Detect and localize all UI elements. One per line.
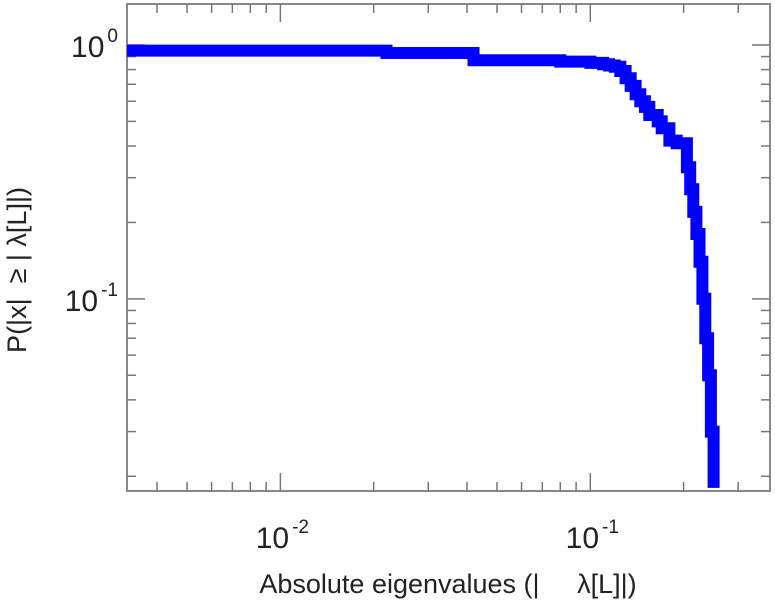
x-axis-ticks: [156, 4, 739, 491]
y-axis-title: P(|x| ≥ | λ[L]|): [2, 187, 32, 353]
y-tick-label: 10 0: [71, 26, 118, 64]
series-line: [127, 44, 720, 488]
x-tick-label: 10 -2: [256, 517, 309, 555]
plot-frame: [126, 3, 771, 492]
x-tick-label: 10 -1: [566, 517, 619, 555]
y-axis-ticks: [127, 44, 770, 478]
x-axis-title: Absolute eigenvalues (| λ[L]|): [259, 569, 636, 599]
x-axis-tick-labels: 10 -2 10 -1: [256, 517, 619, 555]
series-layer: [127, 44, 720, 488]
y-tick-label: 10 -1: [65, 280, 118, 318]
